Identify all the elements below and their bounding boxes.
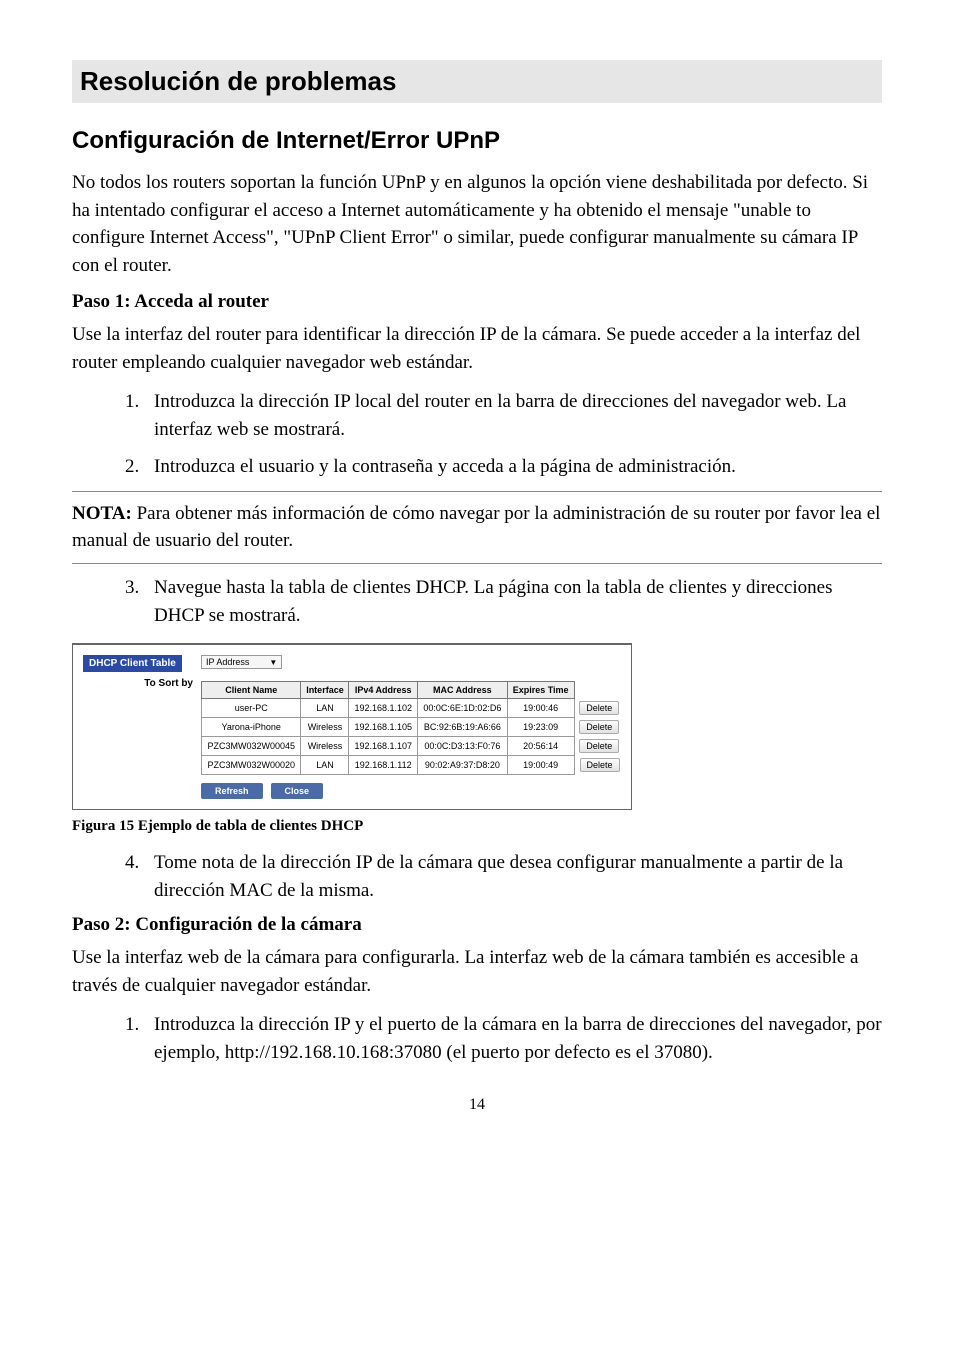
table-cell: Yarona-iPhone <box>202 718 301 737</box>
table-cell: user-PC <box>202 699 301 718</box>
step1-list-b: Navegue hasta la tabla de clientes DHCP.… <box>72 574 882 629</box>
table-cell: 90:02:A9:37:D8:20 <box>418 756 508 775</box>
sort-by-select[interactable]: IP Address ▼ <box>201 655 282 669</box>
col-interface: Interface <box>301 682 349 699</box>
delete-button[interactable]: Delete <box>580 758 620 772</box>
delete-button[interactable]: Delete <box>579 739 619 753</box>
dhcp-table-title: DHCP Client Table <box>83 655 182 672</box>
table-cell-actions: Delete <box>574 699 620 718</box>
sort-by-label: To Sort by <box>83 678 201 689</box>
table-cell: LAN <box>301 699 349 718</box>
table-row: PZC3MW032W00020LAN192.168.1.11290:02:A9:… <box>202 756 621 775</box>
step1-list-a: Introduzca la dirección IP local del rou… <box>72 388 882 481</box>
step2-para: Use la interfaz web de la cámara para co… <box>72 944 882 999</box>
list-item: Tome nota de la dirección IP de la cámar… <box>144 849 882 904</box>
col-actions <box>574 682 620 699</box>
sort-by-value: IP Address <box>206 657 249 667</box>
table-row: PZC3MW032W00045Wireless192.168.1.10700:0… <box>202 737 621 756</box>
heading-2: Configuración de Internet/Error UPnP <box>72 127 882 155</box>
table-cell: 19:23:09 <box>507 718 574 737</box>
step2-title: Paso 2: Configuración de la cámara <box>72 914 882 936</box>
list-item: Navegue hasta la tabla de clientes DHCP.… <box>144 574 882 629</box>
figure-caption: Figura 15 Ejemplo de tabla de clientes D… <box>72 818 882 835</box>
note-text: Para obtener más información de cómo nav… <box>72 503 880 552</box>
table-cell: 19:00:46 <box>507 699 574 718</box>
heading-1: Resolución de problemas <box>72 60 882 103</box>
col-mac: MAC Address <box>418 682 508 699</box>
note-box: NOTA: Para obtener más información de có… <box>72 491 882 564</box>
table-cell: PZC3MW032W00045 <box>202 737 301 756</box>
table-cell: 192.168.1.107 <box>349 737 418 756</box>
refresh-button[interactable]: Refresh <box>201 783 263 799</box>
table-cell: 192.168.1.102 <box>349 699 418 718</box>
chevron-down-icon: ▼ <box>269 658 277 667</box>
table-cell: BC:92:6B:19:A6:66 <box>418 718 508 737</box>
intro-paragraph: No todos los routers soportan la función… <box>72 169 882 279</box>
col-expires: Expires Time <box>507 682 574 699</box>
note-label: NOTA: <box>72 503 132 524</box>
step1-title: Paso 1: Acceda al router <box>72 291 882 313</box>
close-button[interactable]: Close <box>271 783 324 799</box>
table-cell: 192.168.1.112 <box>349 756 418 775</box>
list-item: Introduzca la dirección IP local del rou… <box>144 388 882 443</box>
step1-para: Use la interfaz del router para identifi… <box>72 321 882 376</box>
list-item: Introduzca la dirección IP y el puerto d… <box>144 1011 882 1066</box>
step2-list: Introduzca la dirección IP y el puerto d… <box>72 1011 882 1066</box>
col-ipv4: IPv4 Address <box>349 682 418 699</box>
table-cell: 192.168.1.105 <box>349 718 418 737</box>
table-row: Yarona-iPhoneWireless192.168.1.105BC:92:… <box>202 718 621 737</box>
table-cell: 00:0C:D3:13:F0:76 <box>418 737 508 756</box>
step1-list-c: Tome nota de la dirección IP de la cámar… <box>72 849 882 904</box>
table-cell: 20:56:14 <box>507 737 574 756</box>
table-row: user-PCLAN192.168.1.10200:0C:6E:1D:02:D6… <box>202 699 621 718</box>
table-cell-actions: Delete <box>574 737 620 756</box>
table-cell: LAN <box>301 756 349 775</box>
table-cell: Wireless <box>301 737 349 756</box>
col-client-name: Client Name <box>202 682 301 699</box>
list-item: Introduzca el usuario y la contraseña y … <box>144 453 882 481</box>
table-cell-actions: Delete <box>574 718 620 737</box>
table-cell: Wireless <box>301 718 349 737</box>
delete-button[interactable]: Delete <box>579 720 619 734</box>
page-number: 14 <box>72 1096 882 1114</box>
dhcp-figure: DHCP Client Table To Sort by IP Address … <box>72 643 882 810</box>
table-cell-actions: Delete <box>574 756 620 775</box>
delete-button[interactable]: Delete <box>579 701 619 715</box>
table-cell: 19:00:49 <box>507 756 574 775</box>
table-cell: 00:0C:6E:1D:02:D6 <box>418 699 508 718</box>
table-header-row: Client Name Interface IPv4 Address MAC A… <box>202 682 621 699</box>
table-cell: PZC3MW032W00020 <box>202 756 301 775</box>
dhcp-client-table: Client Name Interface IPv4 Address MAC A… <box>201 681 621 775</box>
